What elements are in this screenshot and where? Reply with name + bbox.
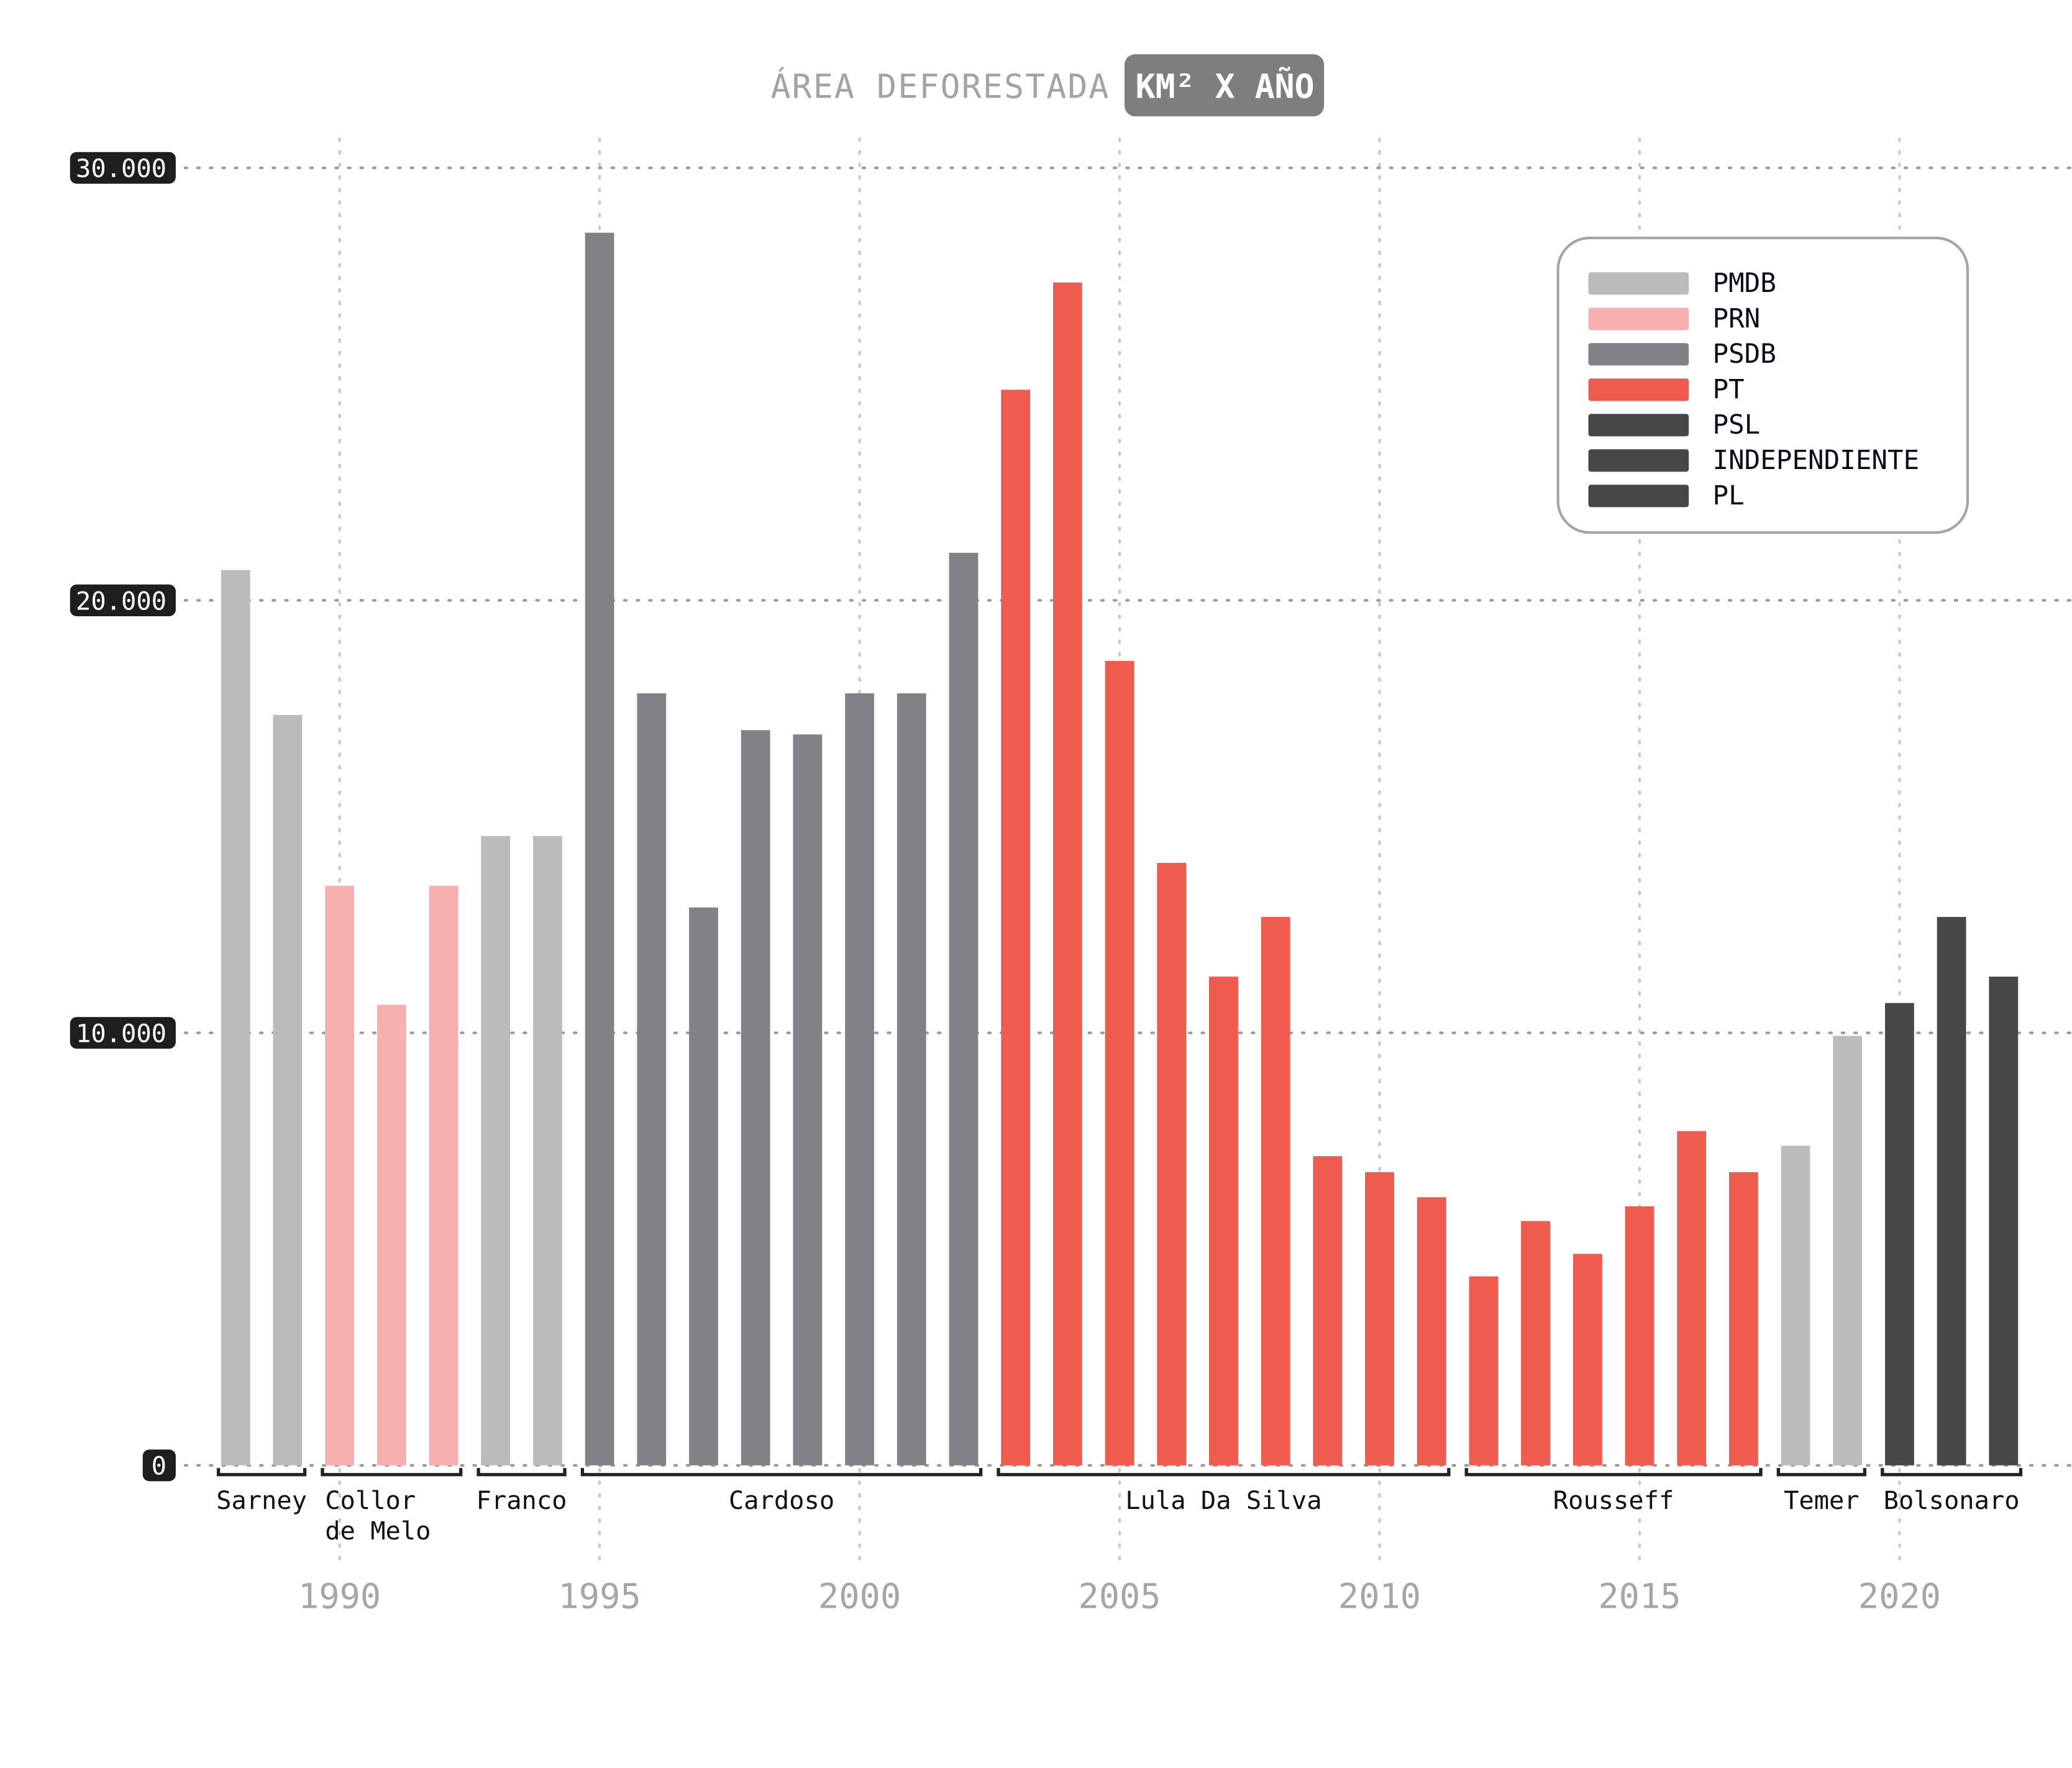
bar-1993 [481,836,511,1465]
bar-1990 [325,885,355,1465]
president-bracket [997,1468,1451,1477]
president-bracket [1881,1468,2023,1477]
president-bracket [1464,1468,1763,1477]
legend-label: PRN [1712,304,1760,334]
y-tick-label: 10.000 [76,1019,167,1049]
title-badge-bg [1125,54,1325,117]
legend-label: PSDB [1712,339,1776,370]
legend-label: INDEPENDIENTE [1712,445,1919,476]
bar-2020 [1885,1003,1914,1465]
bars [221,232,2019,1465]
bar-2005 [1105,660,1134,1465]
y-tick-label: 30.000 [76,153,167,183]
bar-2018 [1781,1146,1810,1465]
y-tick-label: 0 [152,1451,167,1481]
bar-2012 [1469,1276,1499,1465]
bar-2001 [897,693,926,1465]
bar-2007 [1209,977,1238,1465]
legend-label: PMDB [1712,268,1776,299]
president-bracket [580,1468,983,1477]
president-label: Lula Da Silva [1125,1485,1321,1515]
chart-title: ÁREA DEFORESTADA [771,66,1110,106]
bar-2003 [1001,390,1031,1465]
x-tick-label: 1995 [559,1577,641,1617]
x-tick-label: 2000 [818,1577,901,1617]
chart-title-group: ÁREA DEFORESTADA KM² X AÑO [771,54,1325,117]
bar-2021 [1937,917,1966,1465]
legend-swatch-prn [1588,308,1689,330]
y-tick-badge [70,1017,176,1049]
bar-1998 [741,730,770,1465]
bar-2010 [1365,1172,1394,1465]
bar-2009 [1313,1156,1343,1465]
bar-2002 [949,552,979,1465]
y-tick-badge [142,1449,176,1482]
legend-label: PSL [1712,410,1760,440]
bar-2004 [1052,282,1082,1465]
bar-2013 [1521,1221,1550,1465]
bar-2014 [1572,1254,1602,1465]
legend-swatch-pmdb [1588,272,1689,295]
president-label: Cardoso [729,1485,834,1515]
y-tick-label: 20.000 [76,586,167,616]
title-badge: KM² X AÑO [1136,66,1315,106]
x-tick-label: 2015 [1598,1577,1681,1617]
legend-label: PT [1712,375,1744,405]
president-label: de Melo [325,1516,431,1546]
bar-1994 [532,836,562,1465]
y-tick-badge [70,584,176,616]
bar-2022 [1989,977,2019,1465]
president-bracket [477,1468,567,1477]
bar-1989 [273,714,303,1465]
bar-2006 [1157,863,1187,1465]
y-axis: 0 10.000 20.000 30.000 [70,152,176,1482]
legend: PMDB PRN PSDB PT PSL INDEPENDIENTE PL [1556,236,1969,534]
bar-2011 [1417,1197,1446,1465]
y-tick-badge [70,152,176,184]
president-bracket [216,1468,307,1477]
legend-swatch-psl [1588,414,1689,437]
x-tick-label: 1990 [298,1577,381,1617]
president-label: Franco [477,1485,567,1515]
legend-swatch-pl [1588,485,1689,508]
legend-swatch-psdb [1588,343,1689,366]
bar-1996 [637,693,667,1465]
bar-2015 [1625,1206,1654,1465]
president-label: Bolsonaro [1884,1485,2020,1515]
president-label: Rousseff [1553,1485,1674,1515]
bar-2008 [1261,917,1290,1465]
bar-1988 [221,570,250,1465]
bar-1997 [689,907,718,1465]
legend-label: PL [1712,481,1744,511]
bar-1999 [793,734,823,1465]
x-tick-label: 2005 [1078,1577,1161,1617]
president-label: Collor [325,1485,416,1515]
legend-swatch-pt [1588,378,1689,401]
president-bracket [321,1468,463,1477]
bar-2017 [1728,1172,1758,1465]
bar-1991 [377,1005,406,1465]
bar-1995 [585,232,614,1465]
bar-2016 [1677,1131,1707,1465]
x-tick-label: 2010 [1338,1577,1421,1617]
x-axis: 1990 1995 2000 2005 2010 2015 2020 [298,1577,1941,1617]
president-label: Sarney [216,1485,307,1515]
legend-swatch-independiente [1588,449,1689,472]
president-label: Temer [1784,1485,1860,1515]
president-bracket [1776,1468,1867,1477]
bar-2019 [1833,1036,1863,1465]
bar-1992 [429,885,459,1465]
bar-2000 [845,693,874,1465]
x-tick-label: 2020 [1858,1577,1941,1617]
